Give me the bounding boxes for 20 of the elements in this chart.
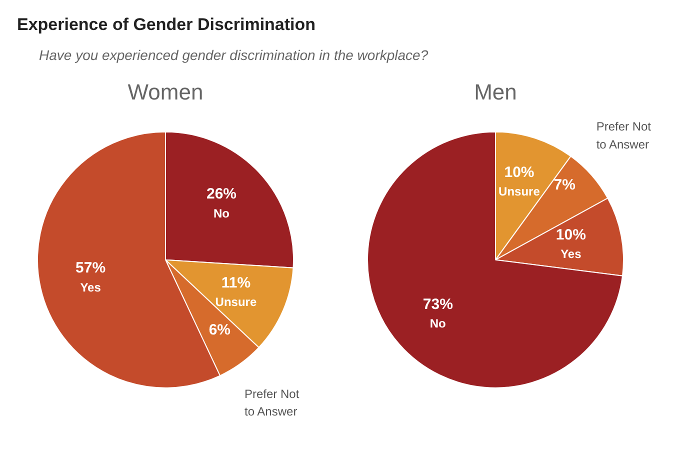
data-label: 10% <box>504 164 534 181</box>
slice-label: Unsure <box>215 294 257 309</box>
data-label: 73% <box>422 296 453 313</box>
slice-label: Yes <box>560 247 582 262</box>
text: Experience of Gender Discrimination <box>17 14 316 36</box>
data-label: 10% <box>556 226 586 244</box>
data-label: 57% <box>76 260 106 277</box>
slice-label: Prefer Not to Answer <box>596 120 652 152</box>
slice-label: Yes <box>80 280 102 294</box>
data-label: 11% <box>221 274 251 292</box>
slice-label: No <box>430 316 446 331</box>
data-label: 26% <box>206 186 237 203</box>
slice-label: Unsure <box>498 184 540 198</box>
data-label: 6% <box>208 321 231 338</box>
chart-title: Men <box>474 80 517 104</box>
slice-label: No <box>213 206 230 220</box>
slice-label: Prefer Not to Answer <box>244 386 300 419</box>
chart-title: Women <box>128 80 204 104</box>
text: Have you experienced gender discrimination in the workplace? <box>39 46 428 65</box>
data-label: 7% <box>554 176 576 194</box>
